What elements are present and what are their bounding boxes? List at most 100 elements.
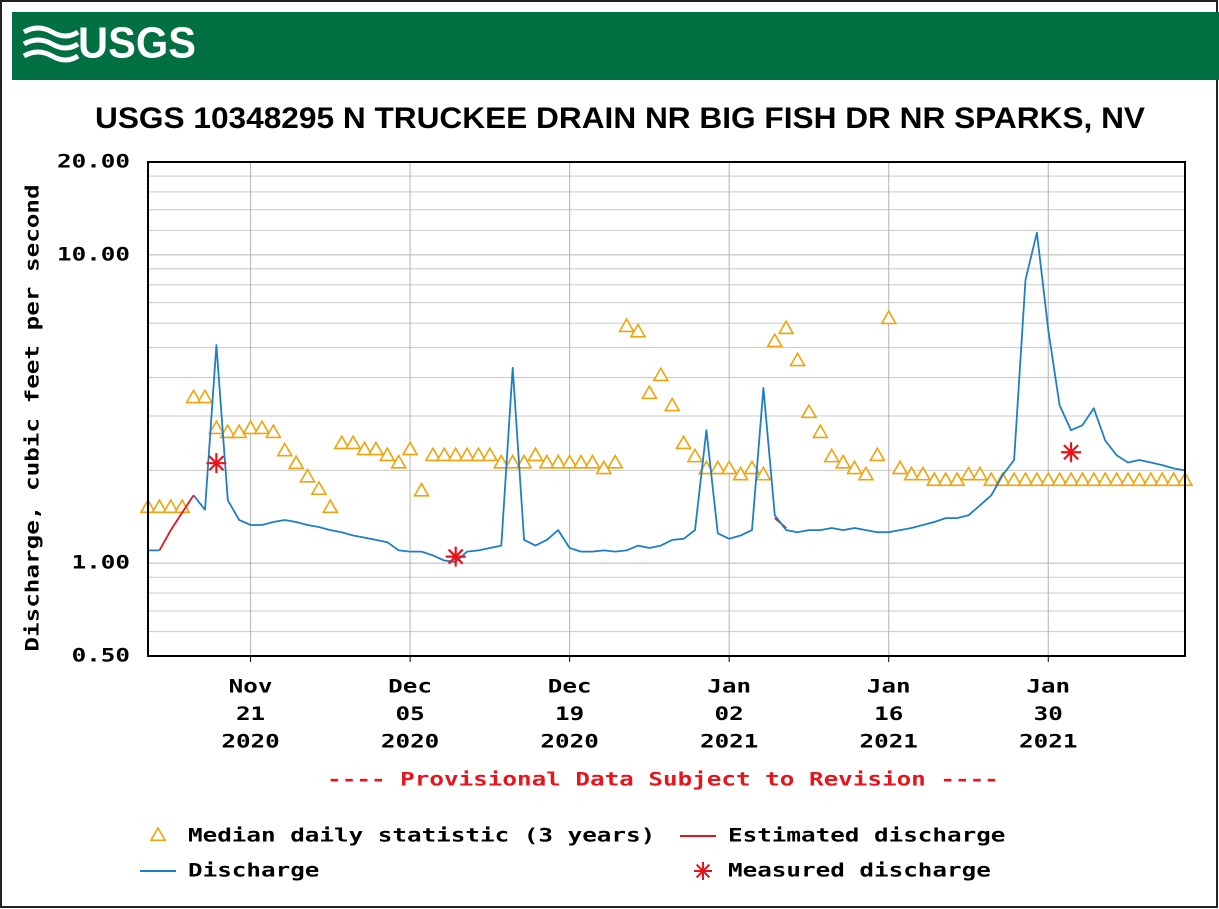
- median-marker: [925, 471, 943, 487]
- median-marker: [982, 471, 1000, 487]
- median-marker: [891, 459, 909, 475]
- measured-marker: [1061, 442, 1082, 463]
- median-marker: [903, 465, 920, 481]
- median-marker: [458, 446, 476, 462]
- median-marker: [1051, 471, 1069, 487]
- median-marker: [549, 453, 567, 469]
- median-marker: [378, 446, 396, 462]
- median-marker: [572, 453, 590, 469]
- median-marker: [811, 423, 829, 439]
- measured-marker: [445, 546, 466, 567]
- median-marker: [447, 446, 465, 462]
- x-tick-label: 05: [395, 703, 424, 725]
- x-tick-label: 2020: [221, 731, 279, 753]
- median-marker: [652, 366, 670, 382]
- y-tick-label: 1.00: [72, 552, 130, 574]
- x-tick-label: 02: [715, 703, 744, 725]
- median-marker: [481, 446, 499, 462]
- median-marker: [629, 322, 647, 338]
- median-marker: [743, 459, 761, 475]
- annotation: ---- Provisional Data Subject to Revisio…: [327, 769, 999, 791]
- logo-text: USGS: [78, 19, 196, 68]
- median-marker: [253, 419, 271, 435]
- x-tick-label: 16: [874, 703, 903, 725]
- legend-label: Median daily statistic (3 years): [188, 825, 655, 847]
- median-marker: [641, 384, 658, 400]
- median-marker: [1119, 471, 1137, 487]
- median-marker: [538, 453, 556, 469]
- y-tick-label: 10.00: [57, 243, 130, 265]
- median-marker: [618, 317, 635, 333]
- median-marker: [960, 465, 977, 481]
- median-marker: [1108, 471, 1126, 487]
- median-marker: [948, 471, 966, 487]
- median-marker: [1096, 471, 1114, 487]
- median-marker: [1028, 471, 1046, 487]
- legend-label: Estimated discharge: [728, 825, 1005, 847]
- median-marker: [857, 465, 875, 481]
- median-marker: [162, 498, 180, 514]
- median-marker: [880, 309, 898, 325]
- y-axis-label: Discharge, cubic feet per second: [22, 184, 44, 651]
- median-marker: [584, 453, 601, 469]
- x-tick-label: 19: [555, 703, 584, 725]
- median-marker: [390, 453, 408, 469]
- median-marker: [823, 447, 841, 463]
- median-marker: [766, 332, 784, 348]
- median-marker: [230, 423, 248, 439]
- y-tick-label: 20.00: [57, 151, 130, 173]
- x-tick-label: Nov: [229, 676, 273, 698]
- median-marker: [868, 446, 886, 462]
- x-tick-label: Jan: [1026, 676, 1070, 698]
- x-tick-label: 2020: [540, 731, 598, 753]
- median-marker: [720, 459, 738, 475]
- median-marker: [515, 453, 533, 469]
- median-marker: [321, 498, 339, 514]
- median-marker: [1062, 471, 1080, 487]
- median-marker: [207, 419, 225, 435]
- legend-label: Discharge: [188, 860, 319, 882]
- median-marker: [754, 465, 772, 481]
- y-tick-label: 0.50: [72, 645, 130, 667]
- median-marker: [937, 471, 955, 487]
- banner: [12, 12, 1219, 80]
- median-marker: [356, 440, 373, 456]
- x-tick-label: 2021: [860, 731, 918, 753]
- median-marker: [663, 396, 681, 412]
- median-marker: [675, 434, 692, 450]
- median-marker: [1005, 471, 1023, 487]
- x-tick-label: Jan: [707, 676, 751, 698]
- median-marker: [401, 440, 419, 456]
- median-marker: [1085, 471, 1103, 487]
- median-marker: [492, 453, 510, 469]
- median-marker: [1165, 471, 1182, 487]
- median-marker: [424, 446, 442, 462]
- x-tick-label: 30: [1034, 703, 1063, 725]
- x-tick-label: 21: [236, 703, 265, 725]
- median-marker: [185, 388, 202, 404]
- x-tick-label: 2021: [700, 731, 758, 753]
- median-marker: [242, 419, 259, 435]
- discharge-line: [148, 231, 1186, 563]
- median-marker: [287, 454, 305, 470]
- median-marker: [686, 447, 704, 463]
- median-marker: [914, 465, 932, 481]
- logo-waves: [22, 25, 80, 63]
- median-marker: [435, 446, 453, 462]
- median-marker: [151, 498, 168, 514]
- median-marker: [709, 459, 727, 475]
- median-marker: [732, 465, 749, 481]
- median-marker: [504, 453, 522, 469]
- median-marker: [789, 351, 806, 367]
- median-marker: [595, 459, 613, 475]
- median-marker: [1131, 471, 1148, 487]
- x-tick-label: 2021: [1019, 731, 1077, 753]
- median-marker: [834, 453, 852, 469]
- median-marker: [367, 440, 385, 456]
- median-marker: [1074, 471, 1091, 487]
- x-tick-label: Dec: [388, 676, 432, 698]
- measured-marker: [206, 453, 227, 474]
- median-marker: [219, 423, 237, 439]
- median-marker: [1039, 471, 1057, 487]
